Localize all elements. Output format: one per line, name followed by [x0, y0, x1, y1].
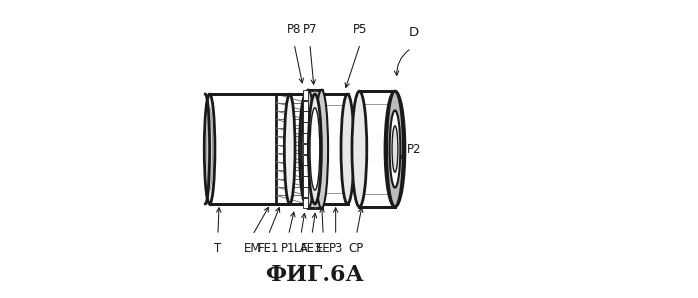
Text: FE3: FE3	[302, 243, 322, 255]
Ellipse shape	[302, 90, 315, 208]
Text: P5: P5	[353, 23, 367, 36]
Bar	[303, 155, 309, 165]
Bar	[303, 122, 309, 133]
Ellipse shape	[392, 126, 398, 172]
Bar	[315, 94, 348, 204]
Text: P1: P1	[281, 243, 296, 255]
Bar	[209, 94, 290, 204]
Ellipse shape	[309, 94, 321, 204]
Text: LA: LA	[294, 243, 309, 255]
Bar	[303, 111, 309, 122]
Ellipse shape	[352, 91, 366, 207]
Text: T: T	[214, 243, 221, 255]
Bar	[303, 144, 309, 154]
Text: FE1: FE1	[258, 243, 279, 255]
Ellipse shape	[315, 90, 328, 208]
Ellipse shape	[207, 108, 212, 190]
Bar	[359, 91, 395, 207]
Ellipse shape	[389, 111, 401, 187]
Bar	[303, 198, 309, 208]
Text: P7: P7	[303, 23, 317, 36]
Ellipse shape	[205, 94, 215, 204]
Bar	[309, 90, 322, 208]
Ellipse shape	[385, 91, 405, 207]
Bar	[303, 101, 309, 111]
Bar	[303, 165, 309, 176]
Text: ФИГ.6А: ФИГ.6А	[265, 264, 364, 286]
Text: D: D	[409, 26, 419, 39]
Bar	[303, 187, 309, 197]
Bar	[303, 176, 309, 187]
Text: P2: P2	[407, 142, 422, 156]
Bar	[303, 90, 309, 100]
Text: CP: CP	[349, 243, 364, 255]
Ellipse shape	[299, 94, 313, 204]
Text: P8: P8	[287, 23, 302, 36]
Bar	[303, 133, 309, 143]
Text: EM: EM	[244, 243, 261, 255]
Text: P3: P3	[329, 243, 343, 255]
Text: EE: EE	[315, 243, 331, 255]
Bar	[276, 94, 306, 204]
Ellipse shape	[387, 91, 403, 207]
Ellipse shape	[310, 108, 320, 190]
Ellipse shape	[341, 94, 354, 204]
Ellipse shape	[284, 94, 295, 204]
